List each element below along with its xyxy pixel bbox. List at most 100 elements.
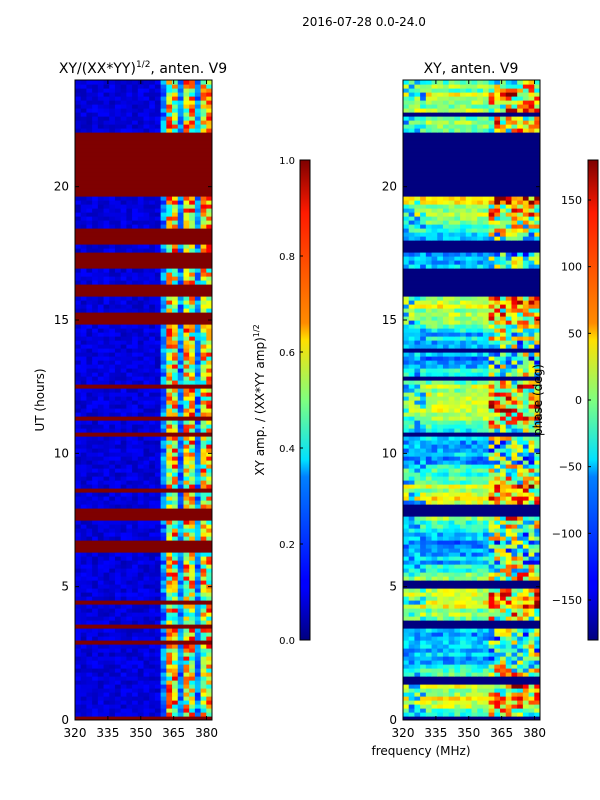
left-heat-row — [75, 440, 212, 445]
right-heat-row — [403, 436, 540, 441]
right-heat-row — [403, 612, 540, 617]
left-heat-row — [75, 128, 212, 133]
left-heat-row — [75, 328, 212, 333]
right-heat-row — [403, 664, 540, 669]
right-heat-row — [403, 268, 540, 273]
right-xtick-label: 350 — [457, 726, 480, 740]
left-heat-row — [75, 112, 212, 117]
right-panel-title: XY, anten. V9 — [424, 61, 519, 77]
left-heat-row — [75, 396, 212, 401]
left-heat-row — [75, 444, 212, 449]
left-heat-row — [75, 400, 212, 405]
right-heat-row — [403, 448, 540, 453]
right-heat-row — [403, 516, 540, 521]
left-heat-row — [75, 292, 212, 297]
left-heat-row — [75, 340, 212, 345]
left-heat-row — [75, 152, 212, 157]
left-heat-row — [75, 716, 212, 720]
right-colorbar-tick-label: 0 — [575, 394, 582, 407]
right-heat-row — [403, 604, 540, 609]
right-heat-row — [403, 296, 540, 301]
right-heat-row — [403, 180, 540, 185]
right-heat-row — [403, 672, 540, 677]
right-heat-row — [403, 384, 540, 389]
left-heat-row — [75, 272, 212, 277]
left-title-tail: , anten. V9 — [150, 61, 227, 77]
left-heat-row — [75, 576, 212, 581]
left-heat-row — [75, 224, 212, 229]
right-heat-row — [403, 464, 540, 469]
left-heat-row — [75, 432, 212, 437]
left-heat-row — [75, 192, 212, 197]
right-heat-row — [403, 120, 540, 125]
left-heat-row — [75, 532, 212, 537]
right-xtick-label: 320 — [392, 726, 415, 740]
left-title-superscript: 1/2 — [136, 60, 150, 70]
right-heat-row — [403, 304, 540, 309]
right-plot-frame — [402, 79, 541, 721]
right-heat-row — [403, 344, 540, 349]
right-colorbar: 150 100 50 0 −50 −100 −150 phase (deg) — [531, 159, 599, 641]
left-heat-row — [75, 80, 212, 85]
right-heat-row — [403, 260, 540, 265]
right-heat-row — [403, 420, 540, 425]
right-heat-row — [403, 504, 540, 509]
right-heat-row — [403, 652, 540, 657]
right-heat-row — [403, 704, 540, 709]
left-heat-row — [75, 308, 212, 313]
right-heat-row — [403, 128, 540, 133]
right-heat-row — [403, 452, 540, 457]
left-heat-row — [75, 288, 212, 293]
right-heat-row — [403, 348, 540, 353]
right-heat-row — [403, 480, 540, 485]
left-heat-row — [75, 280, 212, 285]
left-heat-row — [75, 228, 212, 233]
right-heat-row — [403, 636, 540, 641]
right-heat-row — [403, 632, 540, 637]
left-xtick-label: 335 — [96, 726, 119, 740]
left-heat-row — [75, 612, 212, 617]
left-heat-row — [75, 620, 212, 625]
right-heat-row — [403, 328, 540, 333]
left-heat-row — [75, 436, 212, 441]
left-colorbar-label-main: XY amp. / (XX*YY amp) — [253, 337, 267, 475]
left-colorbar-tick-label: 1.0 — [279, 156, 295, 167]
right-heat-row — [403, 564, 540, 569]
left-heat-row — [75, 416, 212, 421]
left-ytick-label: 10 — [54, 446, 69, 460]
right-heat-row — [403, 364, 540, 369]
left-heat-row — [75, 500, 212, 505]
figure-suptitle: 2016-07-28 0.0-24.0 — [302, 15, 426, 29]
right-heat-row — [403, 240, 540, 245]
left-heat-row — [75, 624, 212, 629]
left-heatmap — [75, 80, 212, 720]
left-heat-row — [75, 260, 212, 265]
left-heat-row — [75, 632, 212, 637]
right-heat-row — [403, 236, 540, 241]
left-colorbar-tick-label: 0.8 — [279, 252, 295, 263]
right-heat-row — [403, 708, 540, 713]
left-ytick-label: 5 — [61, 580, 69, 594]
right-heat-row — [403, 244, 540, 249]
left-heat-row — [75, 268, 212, 273]
right-heat-row — [403, 168, 540, 173]
right-heat-row — [403, 136, 540, 141]
right-heat-row — [403, 680, 540, 685]
left-heat-row — [75, 660, 212, 665]
left-heat-row — [75, 496, 212, 501]
right-heatmap — [403, 80, 540, 720]
left-heat-row — [75, 144, 212, 149]
right-heat-row — [403, 580, 540, 585]
right-heat-row — [403, 192, 540, 197]
left-heat-row — [75, 172, 212, 177]
left-heat-row — [75, 568, 212, 573]
left-heat-row — [75, 456, 212, 461]
left-heat-row — [75, 120, 212, 125]
left-heat-row — [75, 352, 212, 357]
left-colorbar-label: XY amp. / (XX*YY amp)1/2 — [252, 324, 267, 475]
left-heat-row — [75, 124, 212, 129]
left-heat-row — [75, 636, 212, 641]
left-heat-row — [75, 524, 212, 529]
left-heat-row — [75, 312, 212, 317]
